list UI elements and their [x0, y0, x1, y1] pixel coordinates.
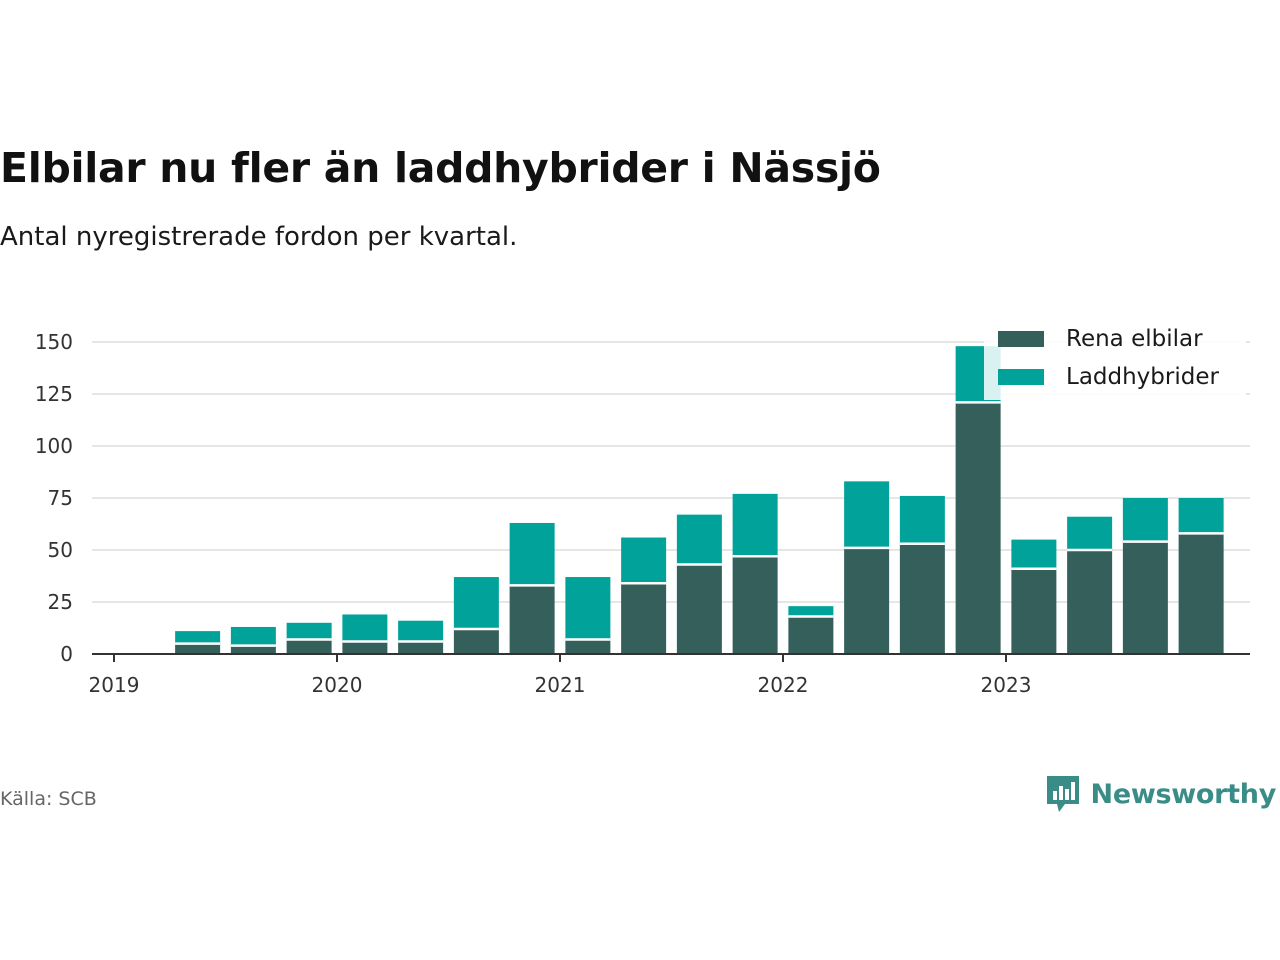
- bar-stack: [621, 537, 667, 654]
- bar-stack: [955, 346, 1001, 654]
- legend-swatch: [998, 369, 1044, 385]
- bar-laddhybrider: [732, 493, 778, 557]
- bar-laddhybrider: [788, 606, 834, 617]
- y-tick-label: 125: [35, 382, 73, 406]
- x-axis: 2019 2020 2021 2022 2023: [89, 653, 1250, 697]
- bar-stack: [899, 495, 945, 654]
- bar-laddhybrider: [1122, 498, 1168, 542]
- bar-stack: [732, 493, 778, 654]
- legend-label: Laddhybrider: [1066, 364, 1219, 390]
- bar-stack: [844, 481, 890, 654]
- bar-rena-elbilar: [398, 641, 444, 654]
- bar-laddhybrider: [398, 620, 444, 642]
- brand-logo: Newsworthy: [1045, 774, 1276, 814]
- bar-rena-elbilar: [342, 641, 388, 654]
- y-tick-label: 75: [48, 486, 73, 510]
- x-tick-label: 2020: [312, 673, 363, 697]
- bar-stack: [175, 631, 221, 654]
- legend-label: Rena elbilar: [1066, 326, 1203, 352]
- bar-rena-elbilar: [732, 556, 778, 654]
- brand-name: Newsworthy: [1090, 778, 1277, 810]
- bar-stack: [453, 577, 499, 654]
- bar-laddhybrider: [1067, 516, 1113, 550]
- bar-laddhybrider: [286, 622, 332, 640]
- bar-stack: [565, 577, 611, 654]
- bar-laddhybrider: [676, 514, 722, 565]
- y-tick-label: 50: [48, 538, 73, 562]
- newsworthy-logo-icon: [1046, 776, 1079, 812]
- y-tick-label: 25: [48, 590, 73, 614]
- y-tick-label: 150: [35, 330, 73, 354]
- bar-rena-elbilar: [676, 564, 722, 654]
- legend: Rena elbilar Laddhybrider: [984, 320, 1246, 400]
- bar-rena-elbilar: [1178, 533, 1224, 654]
- bar-rena-elbilar: [565, 639, 611, 654]
- bar-laddhybrider: [899, 495, 945, 544]
- bar-rena-elbilar: [621, 583, 667, 654]
- bar-rena-elbilar: [844, 547, 890, 654]
- bar-stack: [1067, 516, 1113, 654]
- bar-stack: [788, 606, 834, 654]
- bar-laddhybrider: [230, 626, 276, 646]
- bar-stack: [1122, 498, 1168, 654]
- bar-rena-elbilar: [1122, 541, 1168, 654]
- chart-title: Elbilar nu fler än laddhybrider i Nässjö: [0, 144, 881, 192]
- bar-rena-elbilar: [899, 543, 945, 654]
- bar-laddhybrider: [1178, 498, 1224, 534]
- bar-rena-elbilar: [453, 629, 499, 654]
- bar-rena-elbilar: [286, 639, 332, 654]
- bar-laddhybrider: [453, 577, 499, 630]
- bar-laddhybrider: [1011, 539, 1057, 569]
- bar-stack: [509, 522, 555, 654]
- bars: [175, 346, 1224, 654]
- bar-rena-elbilar: [955, 402, 1001, 654]
- y-tick-label: 0: [60, 642, 73, 666]
- bar-stack: [1178, 498, 1224, 654]
- y-tick-label: 100: [35, 434, 73, 458]
- x-tick-label: 2023: [981, 673, 1032, 697]
- bar-stack: [230, 626, 276, 654]
- bar-stack: [398, 620, 444, 654]
- bar-rena-elbilar: [175, 643, 221, 654]
- bar-laddhybrider: [844, 481, 890, 548]
- source-note: Källa: SCB: [0, 788, 97, 810]
- bar-stack: [342, 614, 388, 654]
- bar-laddhybrider: [342, 614, 388, 642]
- bar-stack: [676, 514, 722, 654]
- legend-swatch: [998, 331, 1044, 347]
- x-tick-label: 2019: [89, 673, 140, 697]
- x-tick-label: 2021: [535, 673, 586, 697]
- bar-laddhybrider: [509, 522, 555, 586]
- bar-laddhybrider: [565, 577, 611, 640]
- chart-subtitle: Antal nyregistrerade fordon per kvartal.: [0, 222, 518, 252]
- x-tick-label: 2022: [758, 673, 809, 697]
- bar-rena-elbilar: [1011, 568, 1057, 654]
- bar-laddhybrider: [175, 631, 221, 644]
- bar-stack: [1011, 539, 1057, 654]
- bar-laddhybrider: [621, 537, 667, 584]
- bar-stack: [286, 622, 332, 654]
- bar-rena-elbilar: [1067, 550, 1113, 654]
- y-axis-ticks: 0 25 50 75 100 125 150: [35, 330, 73, 666]
- bar-rena-elbilar: [788, 616, 834, 654]
- bar-rena-elbilar: [509, 585, 555, 654]
- bar-rena-elbilar: [230, 645, 276, 654]
